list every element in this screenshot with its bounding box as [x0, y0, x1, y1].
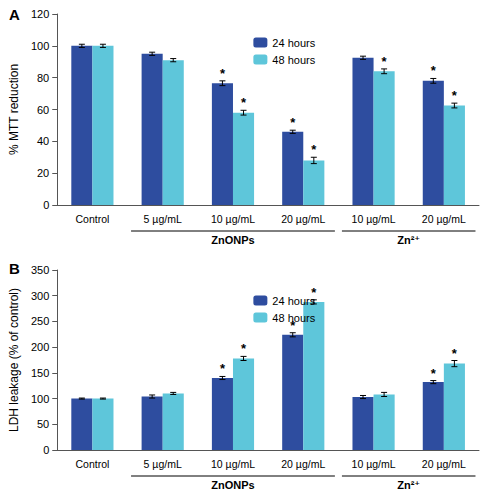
svg-text:150: 150 [31, 367, 49, 379]
svg-text:350: 350 [31, 264, 49, 276]
svg-text:80: 80 [37, 72, 49, 84]
svg-text:*: * [241, 95, 247, 110]
svg-text:Control: Control [75, 213, 109, 225]
svg-text:10 µg/mL: 10 µg/mL [211, 458, 255, 470]
svg-text:0: 0 [43, 444, 49, 456]
svg-text:48 hours: 48 hours [272, 311, 316, 324]
svg-text:LDH leakage (% of control): LDH leakage (% of control) [7, 288, 21, 432]
svg-text:5 µg/mL: 5 µg/mL [144, 213, 182, 225]
svg-text:*: * [431, 63, 437, 78]
svg-text:A: A [9, 6, 20, 23]
svg-text:60: 60 [37, 104, 49, 116]
svg-text:24 hours: 24 hours [272, 295, 315, 307]
svg-text:*: * [431, 366, 437, 381]
svg-text:100: 100 [31, 393, 49, 405]
svg-text:20 µg/mL: 20 µg/mL [422, 213, 466, 225]
svg-text:*: * [290, 318, 296, 333]
svg-text:*: * [241, 341, 247, 356]
svg-text:20 µg/mL: 20 µg/mL [422, 458, 466, 470]
svg-text:300: 300 [31, 290, 49, 302]
svg-text:*: * [452, 88, 458, 103]
svg-text:B: B [9, 260, 20, 277]
svg-text:Zn²⁺: Zn²⁺ [397, 234, 420, 246]
svg-text:5 µg/mL: 5 µg/mL [144, 458, 182, 470]
svg-text:*: * [382, 54, 388, 69]
svg-text:100: 100 [31, 40, 49, 52]
svg-text:20 µg/mL: 20 µg/mL [281, 213, 325, 225]
svg-text:ZnONPs: ZnONPs [211, 479, 254, 491]
svg-text:*: * [290, 115, 296, 130]
svg-text:*: * [452, 346, 458, 361]
svg-text:ZnONPs: ZnONPs [211, 234, 254, 246]
svg-text:*: * [220, 66, 226, 81]
svg-text:20 µg/mL: 20 µg/mL [281, 458, 325, 470]
svg-text:10 µg/mL: 10 µg/mL [352, 458, 396, 470]
svg-text:Control: Control [75, 458, 109, 470]
svg-text:0: 0 [43, 199, 49, 211]
svg-text:250: 250 [31, 315, 49, 327]
svg-text:10 µg/mL: 10 µg/mL [352, 213, 396, 225]
svg-text:20: 20 [37, 167, 49, 179]
svg-text:120: 120 [31, 8, 49, 20]
svg-text:% MTT reduction: % MTT reduction [7, 64, 21, 155]
svg-text:*: * [311, 142, 317, 157]
svg-text:*: * [220, 361, 226, 376]
svg-text:48 hours: 48 hours [272, 54, 315, 66]
svg-text:50: 50 [37, 418, 49, 430]
svg-text:Zn²⁺: Zn²⁺ [397, 479, 420, 491]
svg-text:*: * [311, 285, 317, 300]
svg-text:24 hours: 24 hours [272, 37, 315, 49]
svg-text:200: 200 [31, 341, 49, 353]
svg-text:40: 40 [37, 135, 49, 147]
svg-text:10 µg/mL: 10 µg/mL [211, 213, 255, 225]
